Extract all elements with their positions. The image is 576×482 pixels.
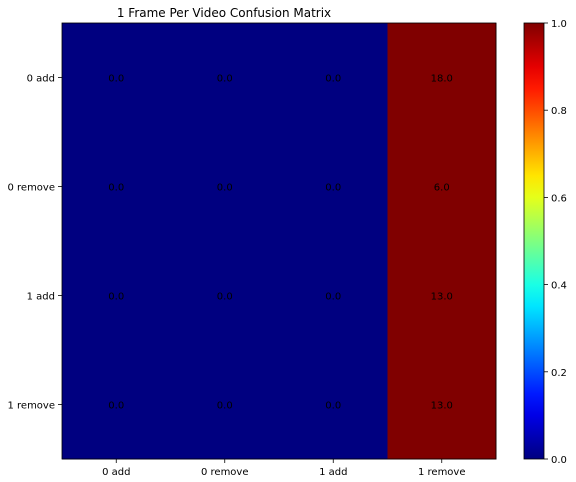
x-tick-label: 1 remove: [418, 467, 466, 478]
cell-value-label: 0.0: [217, 292, 233, 303]
heatmap-cell: [387, 350, 497, 460]
cell-value-label: 0.0: [217, 74, 233, 85]
heatmap-cell: [387, 23, 497, 133]
heatmap-cell: [170, 241, 280, 351]
y-tick-label: 1 remove: [7, 401, 55, 412]
colorbar-tick-label: 0.4: [551, 281, 567, 292]
x-tick-label: 0 add: [102, 467, 130, 478]
colorbar-tick-label: 0.8: [551, 106, 567, 117]
x-tick-label: 1 add: [319, 467, 347, 478]
x-tick-label: 0 remove: [201, 467, 249, 478]
cell-value-label: 0.0: [108, 292, 124, 303]
heatmap-cell: [279, 132, 388, 242]
heatmap-cell: [62, 241, 171, 351]
cell-value-label: 0.0: [108, 401, 124, 412]
plot-frame: [61, 22, 497, 460]
heatmap-cell: [279, 350, 388, 460]
heatmap-cell: [170, 132, 280, 242]
colorbar: [523, 22, 545, 460]
heatmap-cell: [387, 241, 497, 351]
cell-value-label: 0.0: [325, 401, 341, 412]
colorbar-tick-label: 1.0: [551, 19, 567, 30]
cell-value-label: 6.0: [434, 183, 450, 194]
colorbar-tick-label: 0.0: [551, 455, 567, 466]
y-tick-label: 0 add: [27, 74, 55, 85]
cell-value-label: 18.0: [431, 74, 453, 85]
chart-title: 1 Frame Per Video Confusion Matrix: [117, 6, 331, 20]
cell-value-label: 0.0: [217, 183, 233, 194]
heatmap-cell: [62, 132, 171, 242]
colorbar-tick-label: 0.6: [551, 193, 567, 204]
heatmap-cell: [279, 241, 388, 351]
cell-value-label: 0.0: [325, 183, 341, 194]
heatmap-cell: [387, 132, 497, 242]
cell-value-label: 0.0: [217, 401, 233, 412]
y-tick-label: 1 add: [27, 292, 55, 303]
y-tick-label: 0 remove: [7, 183, 55, 194]
heatmap-cell: [62, 350, 171, 460]
cell-value-label: 0.0: [108, 74, 124, 85]
heatmap-cell: [170, 23, 280, 133]
heatmap-cell: [62, 23, 171, 133]
heatmap-cell: [279, 23, 388, 133]
heatmap-cell: [170, 350, 280, 460]
colorbar-tick-label: 0.2: [551, 368, 567, 379]
cell-value-label: 0.0: [325, 292, 341, 303]
cell-value-label: 13.0: [431, 401, 453, 412]
cell-value-label: 0.0: [108, 183, 124, 194]
cell-value-label: 13.0: [431, 292, 453, 303]
cell-value-label: 0.0: [325, 74, 341, 85]
